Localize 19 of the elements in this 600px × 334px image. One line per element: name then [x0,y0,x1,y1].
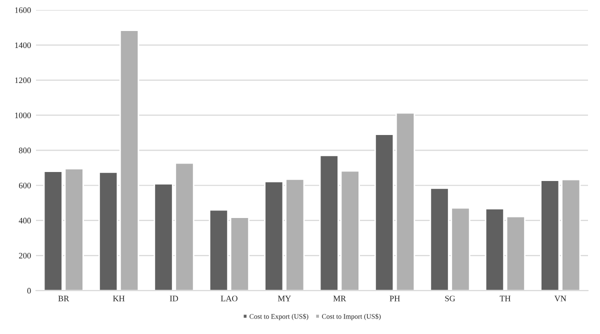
x-tick-label: KH [113,296,125,302]
x-tick-label: MY [278,296,291,302]
x-tick-label: ID [170,296,178,302]
x-tick-label: TH [500,296,511,302]
x-tick-label: MR [333,296,346,302]
y-tick-label: 0 [27,288,31,294]
y-tick-label: 1400 [15,42,31,48]
x-tick-label: BR [58,296,70,302]
x-tick-label: PH [390,296,400,302]
y-tick-label: 1200 [15,78,31,84]
y-tick-label: 800 [18,148,31,154]
x-tick-label: VN [554,296,566,302]
y-tick-label: 1000 [15,112,31,118]
y-tick-label: 600 [18,182,31,188]
x-tick-label: SG [445,296,456,302]
y-tick-label: 400 [18,218,31,224]
x-tick-label: LAO [220,296,238,302]
y-tick-label: 200 [19,252,31,258]
y-tick-label: 1600 [15,7,31,13]
